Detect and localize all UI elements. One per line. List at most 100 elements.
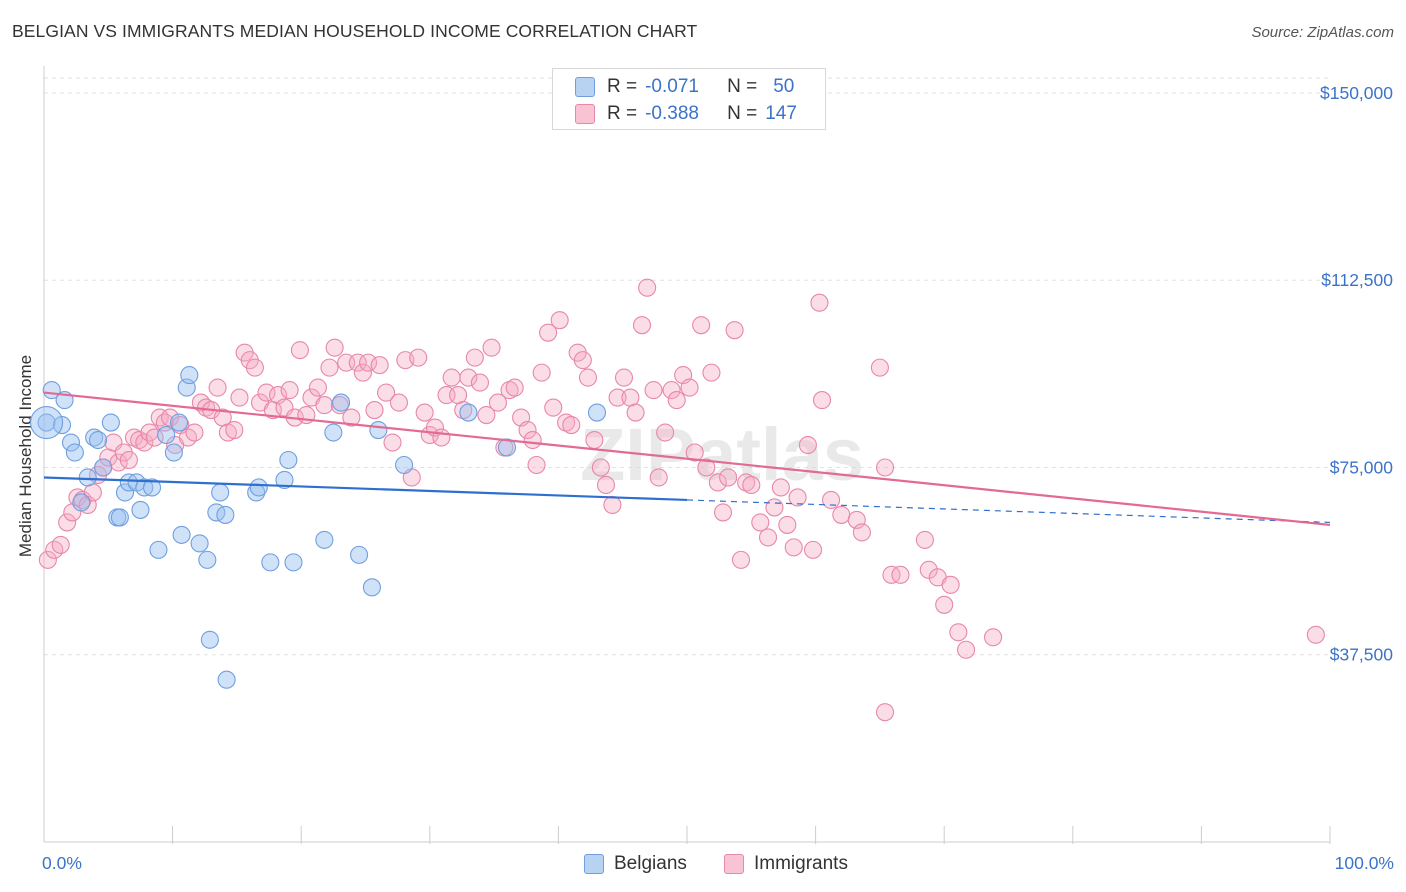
belgian-point bbox=[200, 630, 219, 649]
belgian-point bbox=[110, 508, 129, 527]
immigrant-point bbox=[130, 430, 149, 450]
immigrant-point bbox=[550, 311, 569, 330]
immigrant-point bbox=[984, 628, 1003, 647]
immigrant-point bbox=[185, 423, 204, 442]
belgians-label: Belgians bbox=[614, 853, 687, 874]
immigrant-point bbox=[891, 565, 910, 584]
immigrant-point bbox=[459, 368, 478, 387]
n-label: N = bbox=[727, 103, 758, 124]
immigrant-point bbox=[290, 341, 309, 360]
belgian-point bbox=[78, 468, 97, 487]
immigrant-point bbox=[957, 640, 976, 659]
belgian-point bbox=[459, 403, 478, 422]
legend-row-immigrants: R = -0.388 N = 147 bbox=[575, 102, 797, 126]
belgians-swatch bbox=[584, 854, 604, 874]
data-points bbox=[30, 278, 1325, 722]
immigrant-point bbox=[603, 495, 622, 514]
immigrant-point bbox=[621, 388, 640, 407]
immigrant-point bbox=[348, 353, 367, 372]
immigrants-trend-line bbox=[43, 391, 1331, 527]
immigrant-point bbox=[500, 381, 519, 400]
immigrant-point bbox=[875, 458, 895, 477]
immigrant-point bbox=[482, 338, 501, 357]
immigrant-point bbox=[751, 513, 770, 532]
n-value: 50 bbox=[773, 76, 795, 97]
immigrant-point bbox=[626, 403, 645, 422]
immigrant-point bbox=[119, 450, 138, 470]
immigrant-point bbox=[596, 475, 616, 495]
belgian-point bbox=[65, 443, 84, 462]
belgian-point bbox=[362, 578, 381, 597]
belgian-point bbox=[497, 438, 517, 457]
immigrant-point bbox=[442, 368, 461, 387]
immigrant-point bbox=[702, 363, 721, 382]
immigrant-point bbox=[365, 401, 384, 420]
immigrant-point bbox=[697, 458, 716, 477]
r-value: -0.388 bbox=[645, 103, 699, 124]
correlation-legend: R = -0.071 N = 50 R = -0.388 N = 147 bbox=[552, 68, 826, 130]
immigrant-point bbox=[191, 393, 210, 412]
r-label: R = bbox=[607, 103, 638, 124]
immigrant-point bbox=[477, 406, 496, 425]
immigrant-point bbox=[325, 338, 344, 357]
immigrant-point bbox=[875, 703, 895, 722]
belgian-point bbox=[72, 493, 91, 512]
immigrant-point bbox=[765, 498, 784, 517]
belgian-point-large bbox=[30, 405, 64, 440]
immigrant-point bbox=[644, 381, 663, 400]
immigrant-point bbox=[821, 490, 841, 509]
immigrant-point bbox=[919, 560, 938, 579]
immigrant-point bbox=[949, 623, 968, 642]
immigrant-point bbox=[585, 430, 604, 450]
immigrant-point bbox=[465, 348, 484, 367]
immigrant-point bbox=[58, 513, 77, 532]
belgian-point bbox=[217, 670, 236, 689]
immigrant-point bbox=[667, 391, 686, 410]
immigrant-point bbox=[150, 408, 169, 427]
immigrants-swatch bbox=[724, 854, 744, 874]
belgian-point bbox=[131, 500, 150, 519]
immigrant-point bbox=[708, 473, 727, 492]
belgian-point bbox=[172, 525, 191, 544]
immigrant-point bbox=[578, 368, 598, 387]
immigrant-point bbox=[742, 475, 761, 495]
immigrant-point bbox=[608, 388, 627, 407]
belgian-point bbox=[101, 413, 120, 432]
immigrant-point bbox=[638, 278, 657, 297]
immigrants-swatch bbox=[575, 104, 595, 124]
belgian-point bbox=[324, 423, 343, 442]
immigrant-point bbox=[315, 396, 334, 415]
immigrant-point bbox=[409, 348, 428, 367]
axes bbox=[43, 66, 1331, 844]
belgian-point bbox=[332, 393, 351, 412]
immigrant-point bbox=[784, 538, 803, 557]
belgian-point bbox=[261, 553, 280, 572]
immigrant-point bbox=[614, 368, 634, 387]
r-label: R = bbox=[607, 76, 638, 97]
immigrant-point bbox=[370, 356, 389, 375]
belgian-point bbox=[135, 478, 154, 497]
y-tick-label: $37,500 bbox=[1330, 645, 1394, 665]
immigrant-point bbox=[308, 378, 327, 397]
immigrant-point bbox=[51, 535, 70, 554]
immigrant-point bbox=[518, 420, 537, 440]
immigrant-point bbox=[470, 373, 490, 392]
immigrant-point bbox=[692, 316, 711, 335]
immigrant-point bbox=[562, 415, 581, 435]
y-tick-label: $75,000 bbox=[1330, 457, 1394, 477]
belgian-point bbox=[180, 366, 199, 385]
immigrant-point bbox=[523, 430, 542, 450]
trend-lines bbox=[43, 391, 1331, 527]
immigrant-point bbox=[870, 358, 889, 377]
belgian-point bbox=[88, 430, 108, 450]
belgian-point bbox=[279, 450, 298, 470]
belgian-point bbox=[350, 545, 369, 564]
immigrant-point bbox=[488, 393, 508, 412]
immigrant-point bbox=[38, 550, 57, 569]
immigrant-point bbox=[225, 420, 244, 440]
y-tick-label: $112,500 bbox=[1321, 270, 1393, 290]
immigrant-point bbox=[415, 403, 434, 422]
immigrant-point bbox=[573, 351, 592, 370]
belgian-point bbox=[115, 483, 135, 502]
